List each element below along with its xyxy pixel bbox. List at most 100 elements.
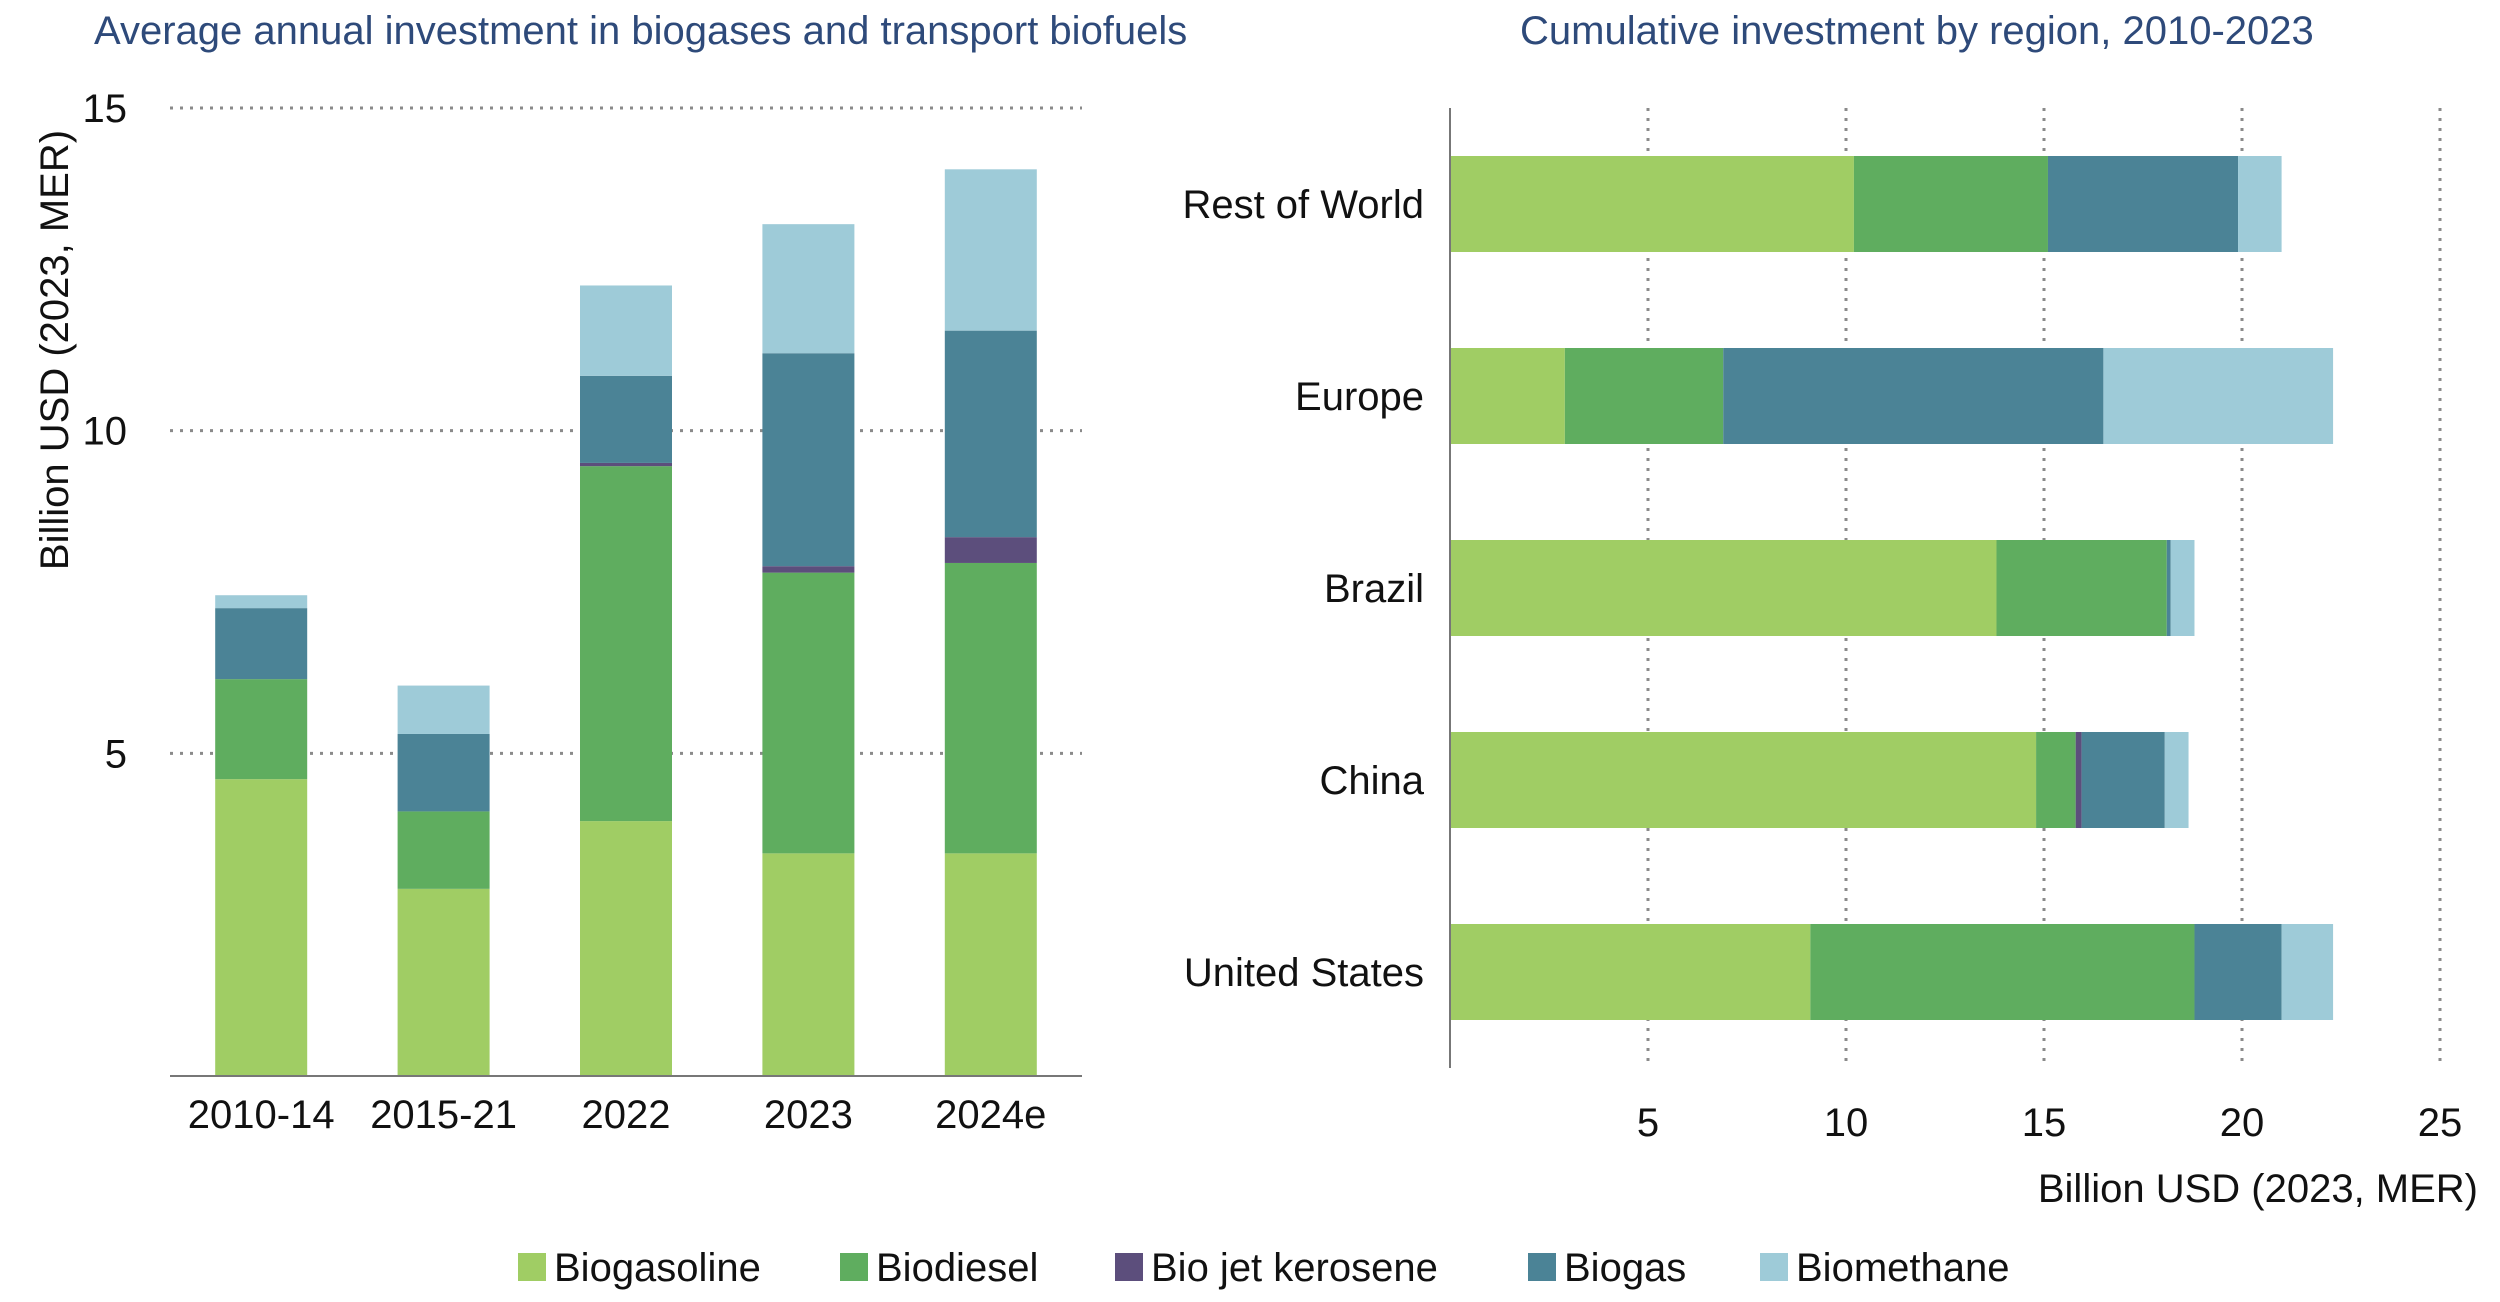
right-x-tick-10: 10 [1824, 1101, 1869, 1145]
legend-label-biogasoline: Biogasoline [554, 1246, 761, 1290]
bar-china-biogasoline [1450, 732, 2037, 828]
legend-item-biogasoline: Biogasoline [518, 1246, 761, 1290]
bar-2023-bio-jet-kerosene [762, 566, 855, 573]
right-y-tick-china: China [1319, 759, 1424, 803]
bar-united-states-biogas [2194, 924, 2282, 1020]
left-bars [215, 169, 1037, 1076]
right-y-tick-rest-of-world: Rest of World [1182, 183, 1424, 227]
bar-2010-14-biogasoline [215, 779, 308, 1076]
left-y-tick-labels: 5 10 15 [83, 87, 128, 776]
bar-2010-14-biomethane [215, 595, 308, 609]
left-y-tick-5: 5 [105, 732, 127, 776]
bar-2024e-biomethane [944, 169, 1037, 331]
legend-item-bio-jet-kerosene: Bio jet kerosene [1115, 1246, 1438, 1290]
bar-europe-biodiesel [1564, 348, 1724, 444]
bar-europe-biomethane [2103, 348, 2334, 444]
right-x-axis-label: Billion USD (2023, MER) [2038, 1167, 2478, 1211]
left-bar-group-2023 [762, 224, 855, 1076]
bar-2023-biomethane [762, 224, 855, 354]
bar-2022-biogas [580, 375, 672, 463]
left-x-tick-2010-14: 2010-14 [188, 1093, 335, 1137]
bar-rest-of-world-biomethane [2238, 156, 2282, 252]
legend-label-bio-jet-kerosene: Bio jet kerosene [1151, 1246, 1438, 1290]
bar-rest-of-world-biogas [2047, 156, 2239, 252]
bar-brazil-biogasoline [1450, 540, 1997, 636]
bar-china-biomethane [2164, 732, 2189, 828]
left-x-tick-2023: 2023 [764, 1093, 853, 1137]
bar-rest-of-world-biodiesel [1853, 156, 2048, 252]
bar-europe-biogasoline [1450, 348, 1565, 444]
bar-2024e-biogas [944, 330, 1037, 538]
bar-2024e-biogasoline [944, 853, 1037, 1076]
left-bar-group-2015-21 [397, 685, 490, 1076]
legend-swatch-biogasoline [518, 1253, 546, 1281]
bar-2010-14-biogas [215, 608, 308, 680]
legend-swatch-bio-jet-kerosene [1115, 1253, 1143, 1281]
bar-2015-21-biogas [397, 733, 490, 812]
left-y-axis-label: Billion USD (2023, MER) [33, 130, 77, 570]
bar-europe-biogas [1723, 348, 2104, 444]
right-x-tick-15: 15 [2022, 1101, 2067, 1145]
left-bar-group-2022 [580, 285, 672, 1076]
legend-label-biomethane: Biomethane [1796, 1246, 2009, 1290]
left-gridlines [170, 106, 1082, 755]
right-x-tick-25: 25 [2418, 1101, 2463, 1145]
right-bar-group-united-states [1450, 924, 2334, 1020]
bar-brazil-biodiesel [1996, 540, 2167, 636]
bar-united-states-biomethane [2281, 924, 2334, 1020]
right-bar-group-rest-of-world [1450, 156, 2282, 252]
right-x-tick-5: 5 [1637, 1101, 1659, 1145]
legend-swatch-biogas [1528, 1253, 1556, 1281]
left-y-tick-15: 15 [83, 87, 128, 131]
bar-united-states-biogasoline [1450, 924, 1811, 1020]
right-bars [1450, 156, 2334, 1020]
right-bar-group-europe [1450, 348, 2334, 444]
legend: Biogasoline Biodiesel Bio jet kerosene Biog… [518, 1246, 2009, 1290]
right-bar-group-brazil [1450, 540, 2195, 636]
bar-2015-21-biomethane [397, 685, 490, 734]
bar-china-bio-jet-kerosene [2075, 732, 2082, 828]
legend-label-biodiesel: Biodiesel [876, 1246, 1038, 1290]
legend-swatch-biodiesel [840, 1253, 868, 1281]
legend-label-biogas: Biogas [1564, 1246, 1686, 1290]
legend-item-biomethane: Biomethane [1760, 1246, 2009, 1290]
bar-2010-14-biodiesel [215, 679, 308, 780]
right-bar-group-china [1450, 732, 2189, 828]
legend-item-biogas: Biogas [1528, 1246, 1686, 1290]
bar-2015-21-biogasoline [397, 888, 490, 1076]
left-chart: Average annual investment in biogases an… [33, 9, 1187, 1137]
left-bar-group-2010-14 [215, 595, 308, 1076]
left-x-tick-2024e: 2024e [935, 1093, 1046, 1137]
bar-brazil-biomethane [2170, 540, 2195, 636]
bar-rest-of-world-biogasoline [1450, 156, 1854, 252]
bar-2024e-biodiesel [944, 562, 1037, 854]
bar-2023-biodiesel [762, 572, 855, 854]
bar-2023-biogasoline [762, 853, 855, 1076]
bar-brazil-biogas [2166, 540, 2171, 636]
bar-2022-bio-jet-kerosene [580, 462, 672, 467]
right-y-tick-brazil: Brazil [1324, 567, 1424, 611]
bar-2022-biogasoline [580, 821, 672, 1076]
bar-2022-biomethane [580, 285, 672, 376]
bar-united-states-biodiesel [1810, 924, 2195, 1020]
left-x-tick-2015-21: 2015-21 [370, 1093, 517, 1137]
right-x-tick-20: 20 [2220, 1101, 2265, 1145]
left-bar-group-2024e [944, 169, 1037, 1076]
right-y-tick-united-states: United States [1184, 951, 1424, 995]
right-x-tick-labels: 5 10 15 20 25 [1637, 1101, 2462, 1145]
bar-china-biogas [2081, 732, 2165, 828]
left-y-tick-10: 10 [83, 410, 128, 454]
right-chart: Cumulative investment by region, 2010-20… [1182, 9, 2478, 1211]
bar-2024e-bio-jet-kerosene [944, 537, 1037, 563]
left-chart-title: Average annual investment in biogases an… [94, 9, 1187, 53]
right-y-tick-europe: Europe [1295, 375, 1424, 419]
bar-2022-biodiesel [580, 466, 672, 822]
right-chart-title: Cumulative investment by region, 2010-20… [1520, 9, 2314, 53]
legend-item-biodiesel: Biodiesel [840, 1246, 1038, 1290]
right-category-labels: Rest of World Europe Brazil China United Sta… [1182, 183, 1424, 995]
legend-swatch-biomethane [1760, 1253, 1788, 1281]
bar-2015-21-biodiesel [397, 811, 490, 889]
left-x-tick-labels: 2010-14 2015-21 2022 2023 2024e [188, 1093, 1047, 1137]
